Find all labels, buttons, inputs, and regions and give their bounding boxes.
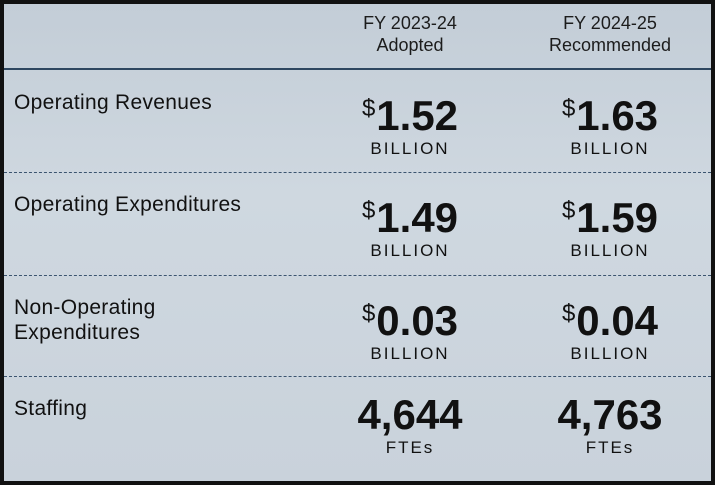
unit: BILLION [570, 344, 650, 363]
header-line: FY 2023-24 [363, 13, 457, 33]
column-header: FY 2023-24 Adopted [310, 12, 510, 56]
currency-sign: $ [361, 197, 376, 224]
value-cell: $1.49 BILLION [310, 188, 510, 261]
amount: 1.63 [576, 92, 659, 139]
label-line: Non-Operating [14, 296, 156, 319]
value-cell: $0.04 BILLION [510, 291, 710, 364]
row-separator [4, 275, 711, 276]
row-label: Operating Revenues [14, 90, 212, 115]
currency-sign: $ [561, 300, 576, 327]
header-line: FY 2024-25 [563, 13, 657, 33]
amount-line: $1.52 [310, 86, 510, 139]
unit: BILLION [570, 139, 650, 158]
amount: 1.52 [376, 92, 459, 139]
amount-line: 4,644 [310, 392, 510, 438]
amount: 1.59 [576, 194, 659, 241]
amount-line: $0.04 [510, 291, 710, 344]
amount-line: $1.49 [310, 188, 510, 241]
amount: 4,763 [557, 391, 663, 438]
unit: BILLION [370, 241, 450, 260]
amount-line: 4,763 [510, 392, 710, 438]
value-cell: 4,644 FTEs [310, 392, 510, 458]
header-rule [4, 68, 711, 70]
amount-line: $1.63 [510, 86, 710, 139]
label-line: Operating Revenues [14, 91, 213, 114]
column-header: FY 2024-25 Recommended [510, 12, 710, 56]
currency-sign: $ [361, 95, 376, 122]
unit: FTEs [385, 438, 435, 457]
unit: BILLION [370, 139, 450, 158]
currency-sign: $ [561, 95, 576, 122]
unit: BILLION [570, 241, 650, 260]
value-cell: $1.59 BILLION [510, 188, 710, 261]
amount: 4,644 [357, 391, 463, 438]
amount: 0.03 [376, 297, 459, 344]
row-label: Staffing [14, 396, 87, 421]
header-line: Recommended [548, 35, 672, 55]
value-cell: $1.63 BILLION [510, 86, 710, 159]
header-line: Adopted [376, 35, 444, 55]
currency-sign: $ [561, 197, 576, 224]
row-label: Non-Operating Expenditures [14, 295, 156, 345]
row-separator [4, 172, 711, 173]
amount-line: $1.59 [510, 188, 710, 241]
value-cell: $1.52 BILLION [310, 86, 510, 159]
label-line: Operating Expenditures [14, 193, 242, 216]
value-cell: 4,763 FTEs [510, 392, 710, 458]
row-label: Operating Expenditures [14, 192, 241, 217]
label-line: Staffing [14, 397, 88, 420]
amount-line: $0.03 [310, 291, 510, 344]
unit: BILLION [370, 344, 450, 363]
value-cell: $0.03 BILLION [310, 291, 510, 364]
label-line: Expenditures [14, 321, 141, 344]
row-separator [4, 376, 711, 377]
amount: 1.49 [376, 194, 459, 241]
currency-sign: $ [361, 300, 376, 327]
unit: FTEs [585, 438, 635, 457]
amount: 0.04 [576, 297, 659, 344]
